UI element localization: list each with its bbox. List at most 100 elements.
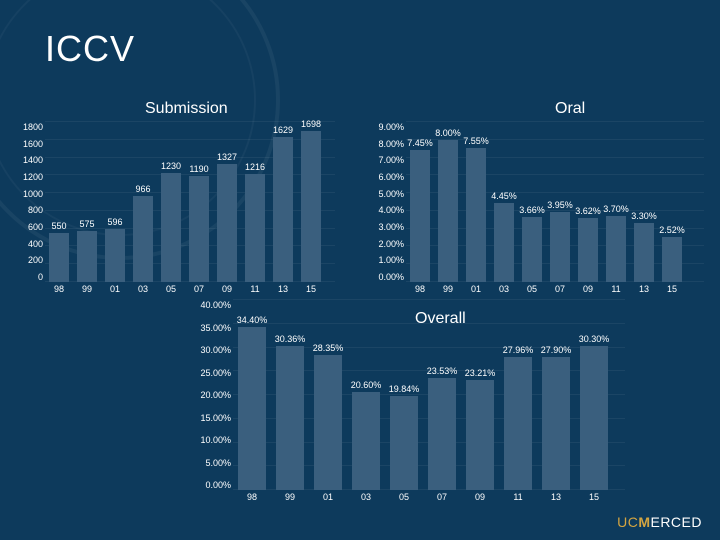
bar-label: 4.45% — [491, 191, 517, 201]
bar: 1327 — [217, 164, 237, 282]
y-tick: 0.00% — [185, 480, 231, 490]
bar-label: 1230 — [161, 161, 181, 171]
y-tick: 40.00% — [185, 300, 231, 310]
y-tick: 9.00% — [364, 122, 404, 132]
bar-label: 30.30% — [579, 334, 610, 344]
bar: 3.62% — [578, 218, 598, 282]
bar: 20.60% — [352, 392, 380, 490]
bar-label: 28.35% — [313, 343, 344, 353]
bar: 1190 — [189, 176, 209, 282]
x-tick: 03 — [352, 492, 380, 502]
bar-label: 7.55% — [463, 136, 489, 146]
bar: 1216 — [245, 174, 265, 282]
chart-submission: 0200400600800100012001400160018005505755… — [15, 122, 335, 294]
bar: 27.96% — [504, 357, 532, 490]
bar: 3.30% — [634, 223, 654, 282]
bar: 27.90% — [542, 357, 570, 490]
y-tick: 10.00% — [185, 435, 231, 445]
bar: 2.52% — [662, 237, 682, 282]
y-tick: 800 — [15, 205, 43, 215]
bar: 23.21% — [466, 380, 494, 490]
x-tick: 13 — [273, 284, 293, 294]
x-tick: 13 — [634, 284, 654, 294]
y-tick: 1600 — [15, 139, 43, 149]
bar: 966 — [133, 196, 153, 282]
bar-label: 550 — [51, 221, 66, 231]
bar: 28.35% — [314, 355, 342, 490]
x-tick: 05 — [522, 284, 542, 294]
y-tick: 1.00% — [364, 255, 404, 265]
bar: 34.40% — [238, 327, 266, 490]
chart-overall: 0.00%5.00%10.00%15.00%20.00%25.00%30.00%… — [185, 300, 625, 502]
y-tick: 1000 — [15, 189, 43, 199]
y-tick: 0.00% — [364, 272, 404, 282]
x-tick: 99 — [276, 492, 304, 502]
y-tick: 200 — [15, 255, 43, 265]
bar-label: 966 — [135, 184, 150, 194]
x-tick: 15 — [301, 284, 321, 294]
x-tick: 11 — [245, 284, 265, 294]
x-tick: 05 — [390, 492, 418, 502]
y-tick: 1200 — [15, 172, 43, 182]
bar: 550 — [49, 233, 69, 282]
bar-label: 596 — [107, 217, 122, 227]
bar: 3.95% — [550, 212, 570, 282]
bar-label: 1698 — [301, 119, 321, 129]
x-tick: 15 — [580, 492, 608, 502]
subtitle-oral: Oral — [555, 100, 585, 118]
x-tick: 11 — [504, 492, 532, 502]
y-tick: 2.00% — [364, 239, 404, 249]
x-tick: 15 — [662, 284, 682, 294]
x-tick: 03 — [494, 284, 514, 294]
bar: 7.45% — [410, 150, 430, 282]
y-tick: 7.00% — [364, 155, 404, 165]
x-tick: 09 — [578, 284, 598, 294]
bar: 1698 — [301, 131, 321, 282]
subtitle-submission: Submission — [145, 100, 228, 118]
y-tick: 30.00% — [185, 345, 231, 355]
bar-label: 8.00% — [435, 128, 461, 138]
bar-label: 1629 — [273, 125, 293, 135]
bar: 3.70% — [606, 216, 626, 282]
bar-label: 19.84% — [389, 384, 420, 394]
y-tick: 400 — [15, 239, 43, 249]
chart-oral: 0.00%1.00%2.00%3.00%4.00%5.00%6.00%7.00%… — [364, 122, 704, 294]
y-tick: 8.00% — [364, 139, 404, 149]
y-tick: 15.00% — [185, 413, 231, 423]
bar-label: 30.36% — [275, 334, 306, 344]
y-tick: 4.00% — [364, 205, 404, 215]
bar-label: 3.70% — [603, 204, 629, 214]
x-tick: 98 — [49, 284, 69, 294]
y-tick: 1400 — [15, 155, 43, 165]
bar-label: 7.45% — [407, 138, 433, 148]
bar: 7.55% — [466, 148, 486, 282]
y-tick: 25.00% — [185, 368, 231, 378]
x-tick: 07 — [550, 284, 570, 294]
y-tick: 3.00% — [364, 222, 404, 232]
bar-label: 1190 — [189, 164, 208, 174]
bar: 23.53% — [428, 378, 456, 490]
bar: 596 — [105, 229, 125, 282]
x-tick: 09 — [217, 284, 237, 294]
x-tick: 07 — [189, 284, 209, 294]
logo-ucmerced: UCMERCED — [617, 514, 702, 530]
bar: 8.00% — [438, 140, 458, 282]
y-tick: 600 — [15, 222, 43, 232]
bar-label: 20.60% — [351, 380, 382, 390]
x-tick: 01 — [466, 284, 486, 294]
bar-label: 23.21% — [465, 368, 496, 378]
bar-label: 23.53% — [427, 366, 458, 376]
x-tick: 13 — [542, 492, 570, 502]
y-tick: 20.00% — [185, 390, 231, 400]
bar: 575 — [77, 231, 97, 282]
bar-label: 3.95% — [547, 200, 573, 210]
bar: 30.30% — [580, 346, 608, 490]
bar: 1230 — [161, 173, 181, 282]
bar-label: 1216 — [245, 162, 265, 172]
bar-label: 2.52% — [659, 225, 685, 235]
x-tick: 98 — [410, 284, 430, 294]
bar: 1629 — [273, 137, 293, 282]
bar-label: 27.96% — [503, 345, 534, 355]
y-tick: 1800 — [15, 122, 43, 132]
x-tick: 03 — [133, 284, 153, 294]
